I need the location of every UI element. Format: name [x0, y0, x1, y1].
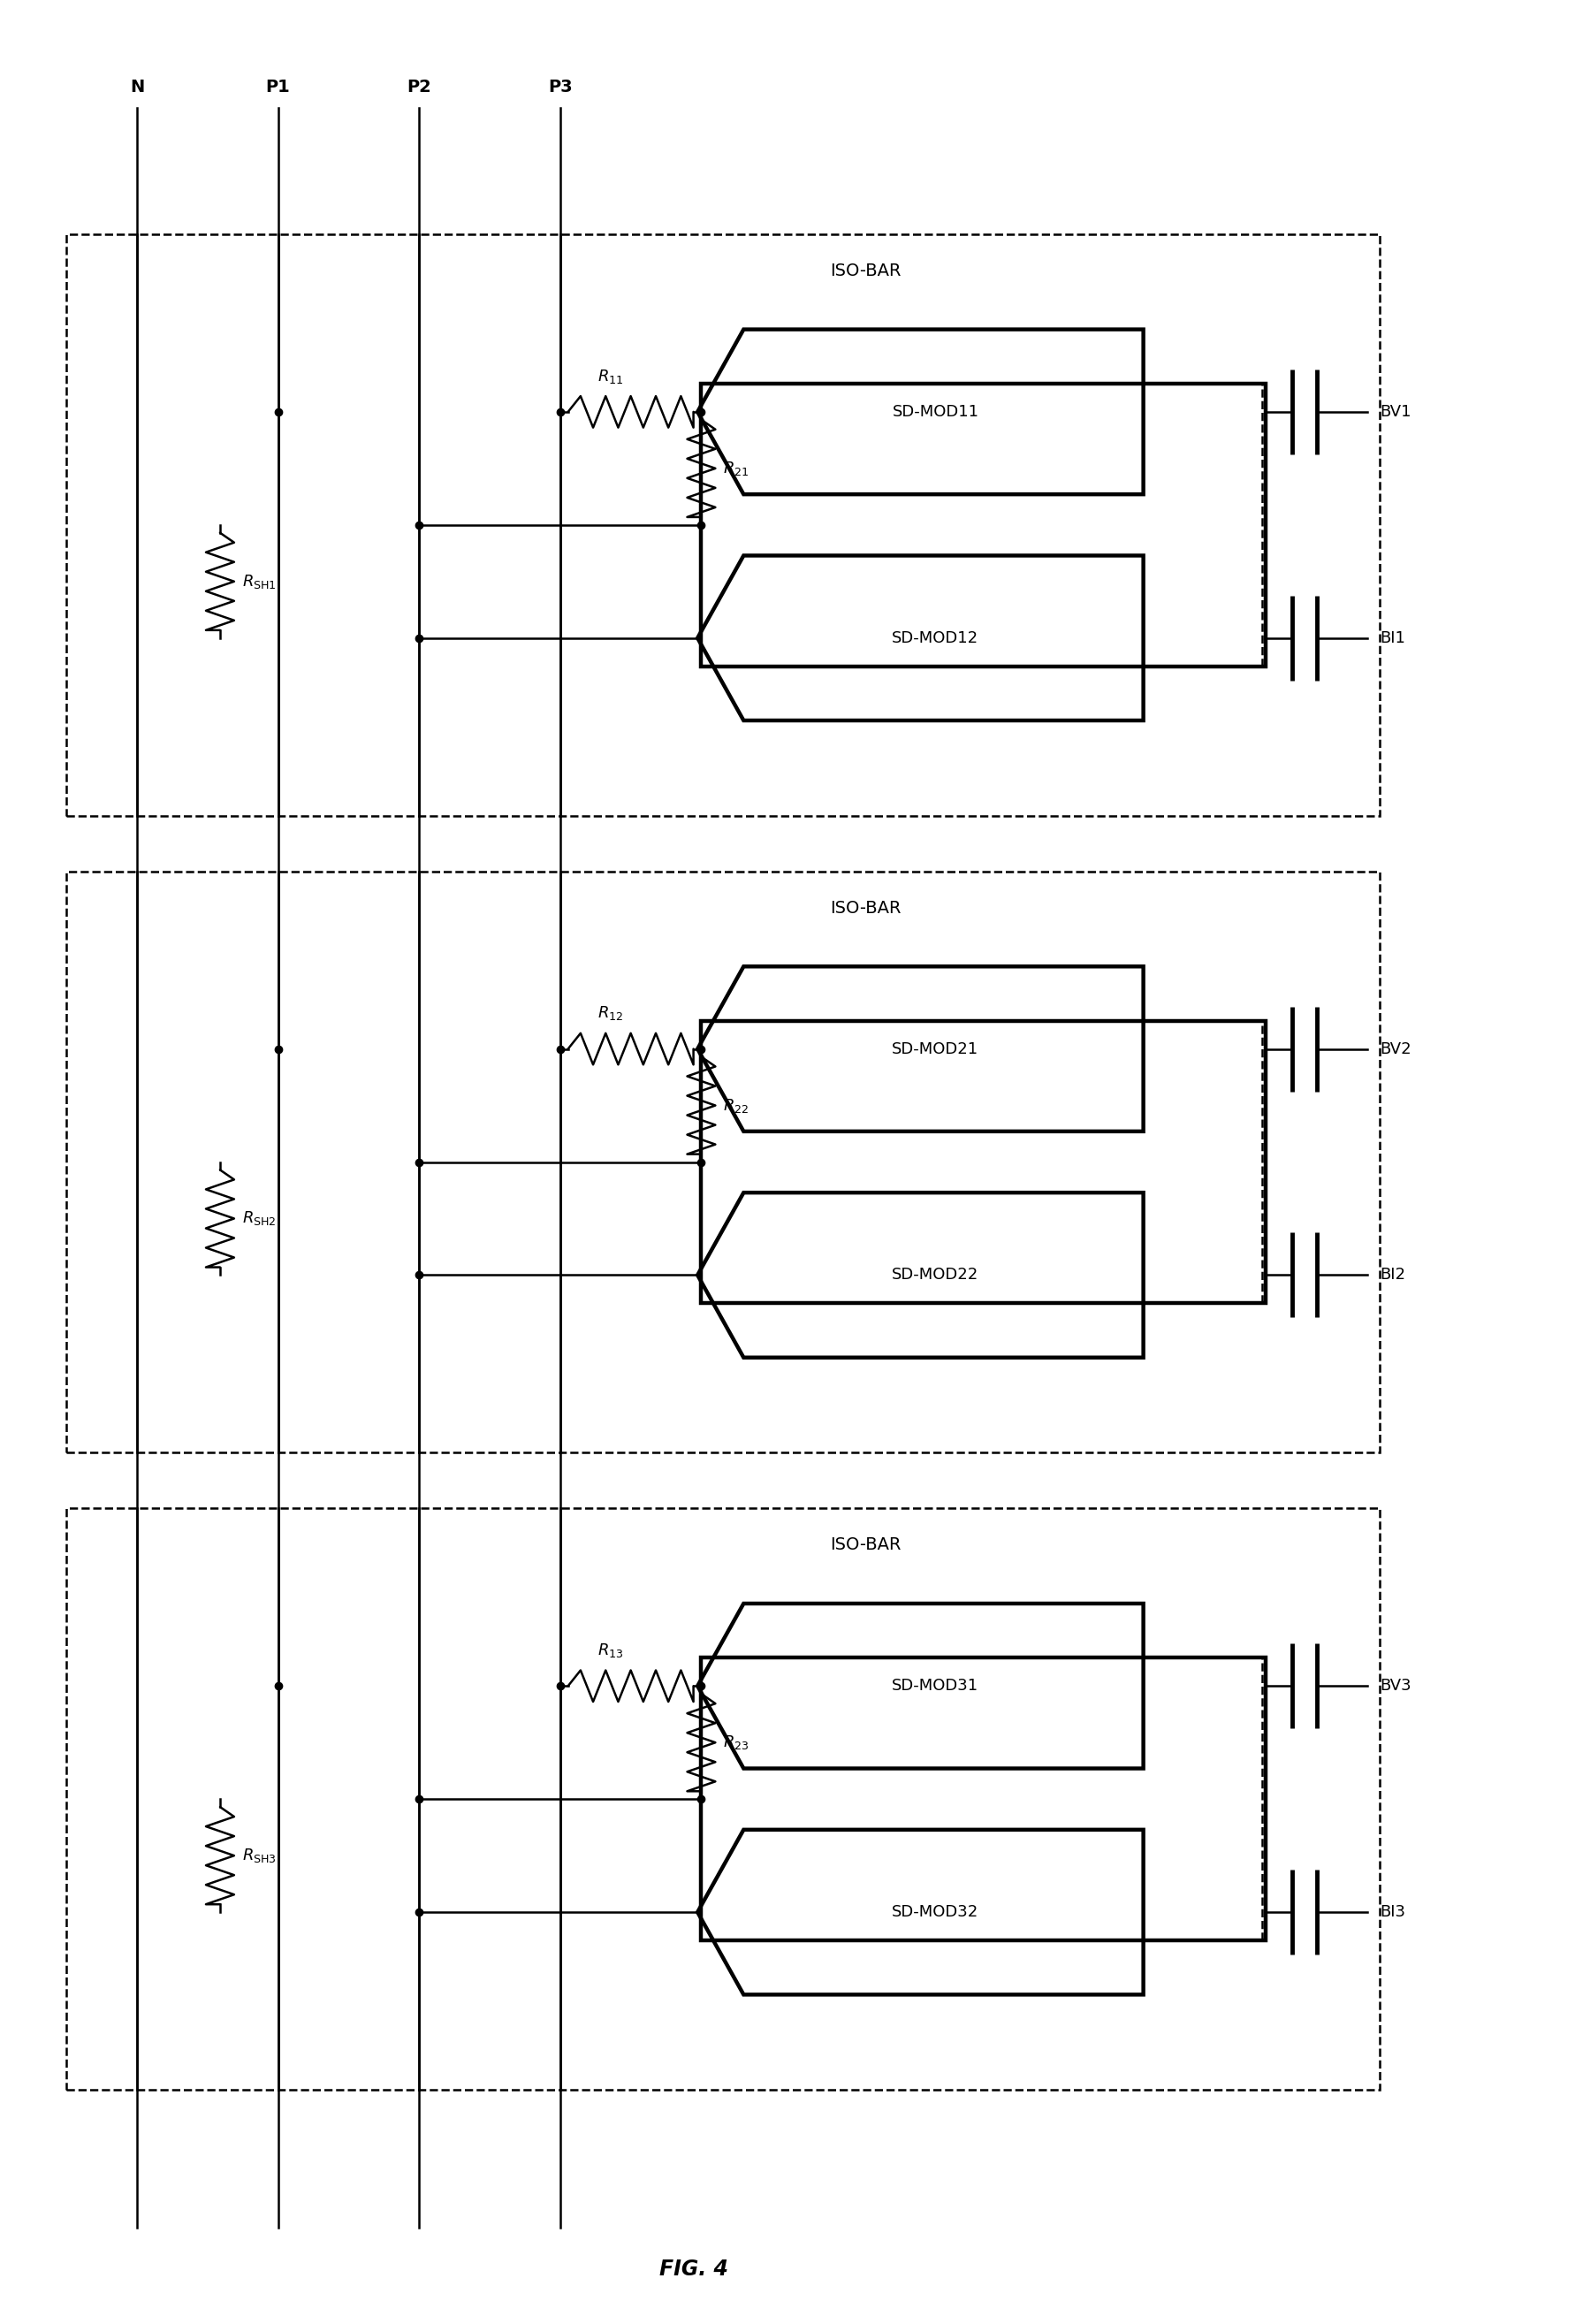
Text: BV3: BV3: [1380, 1678, 1411, 1694]
Text: BI3: BI3: [1380, 1903, 1406, 1920]
Text: $R_{\mathregular{23}}$: $R_{\mathregular{23}}$: [723, 1734, 750, 1752]
Text: FIG. 4: FIG. 4: [658, 2259, 728, 2280]
Text: SD-MOD12: SD-MOD12: [891, 630, 978, 646]
Text: N: N: [129, 79, 145, 95]
Text: $R_{\mathregular{11}}$: $R_{\mathregular{11}}$: [597, 367, 624, 386]
Text: P2: P2: [406, 79, 432, 95]
Text: $R_{\mathregular{SH2}}$: $R_{\mathregular{SH2}}$: [243, 1211, 276, 1227]
Text: $R_{\mathregular{13}}$: $R_{\mathregular{13}}$: [597, 1641, 624, 1659]
Text: ISO-BAR: ISO-BAR: [830, 899, 901, 916]
Text: $R_{\mathregular{22}}$: $R_{\mathregular{22}}$: [723, 1097, 750, 1113]
Text: SD-MOD31: SD-MOD31: [891, 1678, 978, 1694]
Text: SD-MOD22: SD-MOD22: [891, 1267, 980, 1283]
Text: SD-MOD32: SD-MOD32: [891, 1903, 980, 1920]
Bar: [701, 383, 1266, 667]
Text: BV1: BV1: [1380, 404, 1411, 421]
Text: $R_{\mathregular{SH1}}$: $R_{\mathregular{SH1}}$: [243, 572, 276, 590]
Text: BI1: BI1: [1380, 630, 1405, 646]
Text: P1: P1: [266, 79, 290, 95]
Text: P3: P3: [548, 79, 572, 95]
Bar: [701, 1020, 1266, 1304]
Bar: [701, 1657, 1266, 1941]
Text: SD-MOD11: SD-MOD11: [891, 404, 978, 421]
Text: ISO-BAR: ISO-BAR: [830, 1536, 901, 1552]
Text: BV2: BV2: [1380, 1041, 1411, 1057]
Text: $R_{\mathregular{12}}$: $R_{\mathregular{12}}$: [597, 1004, 624, 1023]
Text: ISO-BAR: ISO-BAR: [830, 263, 901, 279]
Text: BI2: BI2: [1380, 1267, 1406, 1283]
Text: $R_{\mathregular{21}}$: $R_{\mathregular{21}}$: [723, 460, 750, 476]
Text: $R_{\mathregular{SH3}}$: $R_{\mathregular{SH3}}$: [243, 1848, 276, 1864]
Text: SD-MOD21: SD-MOD21: [891, 1041, 978, 1057]
